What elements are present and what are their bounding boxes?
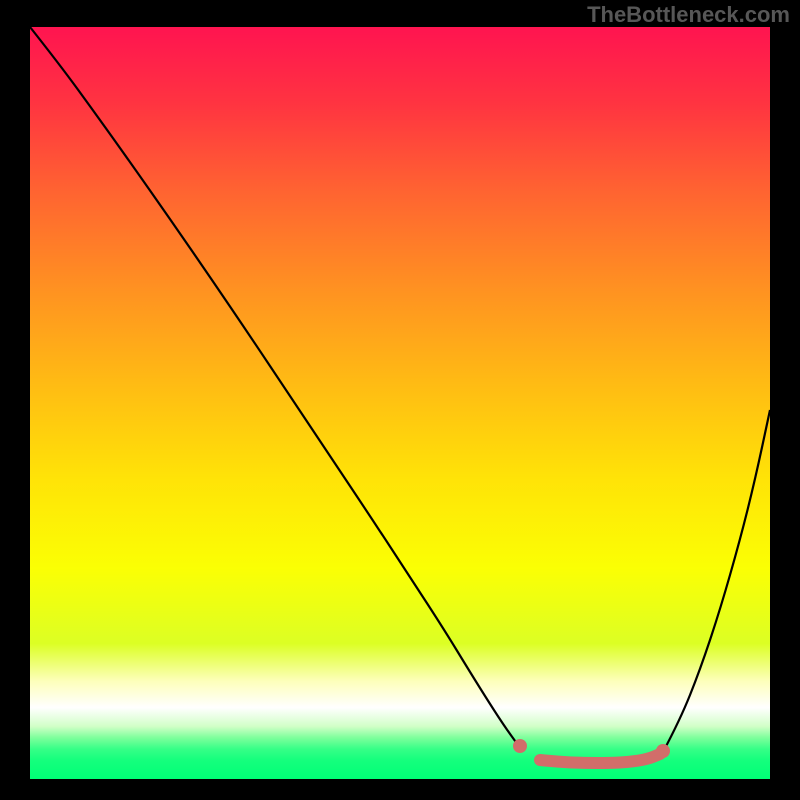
marker-dot-right	[656, 744, 670, 758]
plot-gradient-area	[30, 27, 770, 779]
marker-dot-left	[513, 739, 527, 753]
chart-container: TheBottleneck.com	[0, 0, 800, 800]
bottleneck-chart	[0, 0, 800, 800]
watermark-text: TheBottleneck.com	[587, 2, 790, 28]
